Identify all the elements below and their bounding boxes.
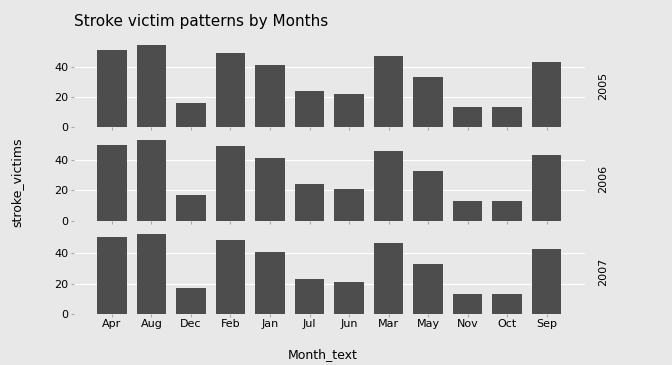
- Text: Month_text: Month_text: [288, 348, 358, 361]
- Text: 2007: 2007: [598, 258, 608, 287]
- Bar: [453, 294, 482, 314]
- Bar: [136, 234, 166, 314]
- Bar: [374, 151, 403, 220]
- Bar: [136, 45, 166, 127]
- Bar: [216, 146, 245, 220]
- Bar: [532, 249, 561, 314]
- Bar: [453, 107, 482, 127]
- Bar: [532, 155, 561, 220]
- Bar: [334, 94, 364, 127]
- Bar: [216, 53, 245, 127]
- Bar: [413, 264, 443, 314]
- Bar: [374, 56, 403, 127]
- Text: Stroke victim patterns by Months: Stroke victim patterns by Months: [74, 14, 328, 29]
- Bar: [255, 158, 285, 220]
- Bar: [413, 170, 443, 220]
- Text: 2005: 2005: [598, 72, 608, 100]
- Bar: [255, 252, 285, 314]
- Bar: [374, 243, 403, 314]
- Bar: [255, 65, 285, 127]
- Bar: [176, 288, 206, 314]
- Bar: [334, 282, 364, 314]
- Bar: [97, 237, 127, 314]
- Bar: [493, 294, 522, 314]
- Text: stroke_victims: stroke_victims: [10, 138, 24, 227]
- Bar: [216, 240, 245, 314]
- Bar: [295, 91, 325, 127]
- Bar: [176, 103, 206, 127]
- Bar: [97, 145, 127, 220]
- Bar: [532, 62, 561, 127]
- Bar: [493, 107, 522, 127]
- Bar: [136, 140, 166, 220]
- Bar: [295, 279, 325, 314]
- Bar: [453, 201, 482, 220]
- Bar: [413, 77, 443, 127]
- Bar: [493, 201, 522, 220]
- Bar: [295, 184, 325, 220]
- Bar: [334, 189, 364, 220]
- Bar: [97, 50, 127, 127]
- Text: 2006: 2006: [598, 165, 608, 193]
- Bar: [176, 195, 206, 220]
